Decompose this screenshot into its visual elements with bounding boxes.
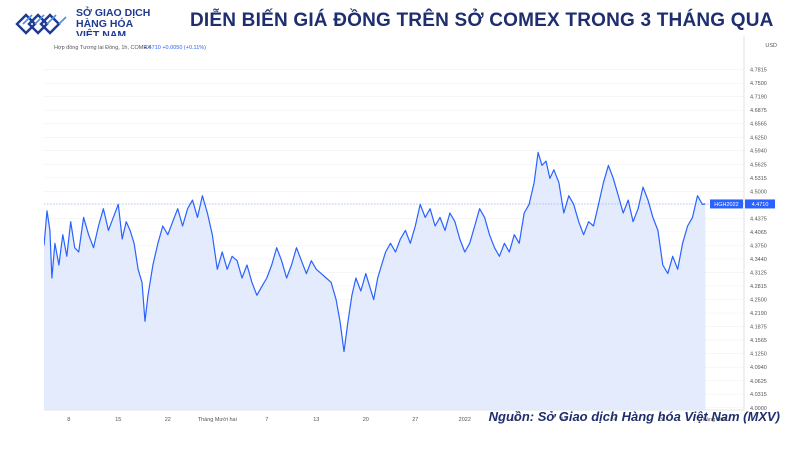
x-tick-label: 8 [67, 417, 70, 423]
x-tick-label: 22 [165, 417, 171, 423]
y-tick-label: 4.0315 [750, 392, 767, 398]
y-tick-label: 4.5940 [750, 149, 767, 155]
y-tick-label: 4.5625 [750, 162, 767, 168]
x-tick-label: 31 [660, 417, 666, 423]
x-tick-label: 13 [313, 417, 319, 423]
y-tick-label: 4.0625 [750, 379, 767, 385]
chart-legend-value: 4.4710 +0.0050 (+0.11%) [144, 45, 206, 51]
last-price-badge: HGH2022 4.4710 [710, 199, 775, 209]
y-tick-label: 4.4065 [750, 230, 767, 236]
price-badge-bg [745, 199, 775, 209]
currency-label: USD [765, 43, 777, 49]
y-tick-label: 4.5315 [750, 176, 767, 182]
y-tick-label: 4.5000 [750, 189, 767, 195]
logo-mark-icon [15, 13, 67, 35]
y-tick-label: 4.6250 [750, 135, 767, 141]
logo: SỞ GIAO DỊCH HÀNG HÓA VIỆT NAM [14, 6, 174, 42]
price-area [44, 152, 706, 410]
x-tick-label: 7 [265, 417, 268, 423]
y-tick-label: 4.7815 [750, 68, 767, 74]
x-tick-label: 2022 [459, 417, 471, 423]
y-tick-label: 4.7190 [750, 95, 767, 101]
x-tick-label: 10 [511, 417, 517, 423]
page-title: DIỄN BIẾN GIÁ ĐỒNG TRÊN SỞ COMEX TRONG 3… [190, 10, 774, 31]
price-badge: 4.4710 [752, 202, 769, 208]
x-tick-label: Tháng Mười hai [198, 417, 237, 423]
y-tick-label: 4.6565 [750, 122, 767, 128]
source-note: Nguồn: Sở Giao dịch Hàng hóa Việt Nam (M… [488, 409, 780, 424]
symbol-badge-bg [710, 199, 743, 209]
y-tick-label: 4.3125 [750, 271, 767, 277]
y-tick-label: 4.4375 [750, 216, 767, 222]
logo-line-1: SỞ GIAO DỊCH [76, 7, 151, 19]
y-tick-label: 4.7500 [750, 81, 767, 87]
price-chart: 4.7815 4.7500 4.7190 4.6875 4.6565 4.6250 4.59… [43, 36, 792, 428]
x-tick-label: 15 [115, 417, 121, 423]
x-tick-label: 27 [412, 417, 418, 423]
logo-line-3: VIỆT NAM [76, 29, 127, 41]
symbol-badge: HGH2022 [714, 202, 738, 208]
chart-legend: Hợp đồng Tương lai Đồng, 1h, COMEX [54, 45, 151, 51]
price-line [43, 151, 706, 353]
y-tick-label: 4.6875 [750, 108, 767, 114]
x-axis: 8 15 22 Tháng Mười hai 7 13 20 27 2022 10 17 24 31 Th… [67, 417, 725, 423]
chart-area: 4.7815 4.7500 4.7190 4.6875 4.6565 4.6250 4.59… [43, 36, 792, 428]
x-tick-label: 17 [561, 417, 567, 423]
logo-text: SỞ GIAO DỊCH HÀNG HÓA VIỆT NAM [76, 8, 150, 41]
y-tick-label: 4.1250 [750, 352, 767, 358]
y-tick-label: 4.2190 [750, 311, 767, 317]
logo-line-2: HÀNG HÓA [76, 18, 134, 30]
x-tick-label: 24 [610, 417, 616, 423]
y-tick-label: 4.3440 [750, 257, 767, 263]
x-tick-label: 20 [363, 417, 369, 423]
y-tick-label: 4.1565 [750, 338, 767, 344]
x-tick-label: Tháng Hai [700, 417, 725, 423]
y-tick-label: 4.1875 [750, 325, 767, 331]
y-tick-label: 4.0940 [750, 365, 767, 371]
y-tick-label: 4.2815 [750, 284, 767, 290]
y-tick-label: 4.2500 [750, 298, 767, 304]
y-tick-label: 4.0000 [750, 406, 767, 412]
y-tick-label: 4.3750 [750, 244, 767, 250]
